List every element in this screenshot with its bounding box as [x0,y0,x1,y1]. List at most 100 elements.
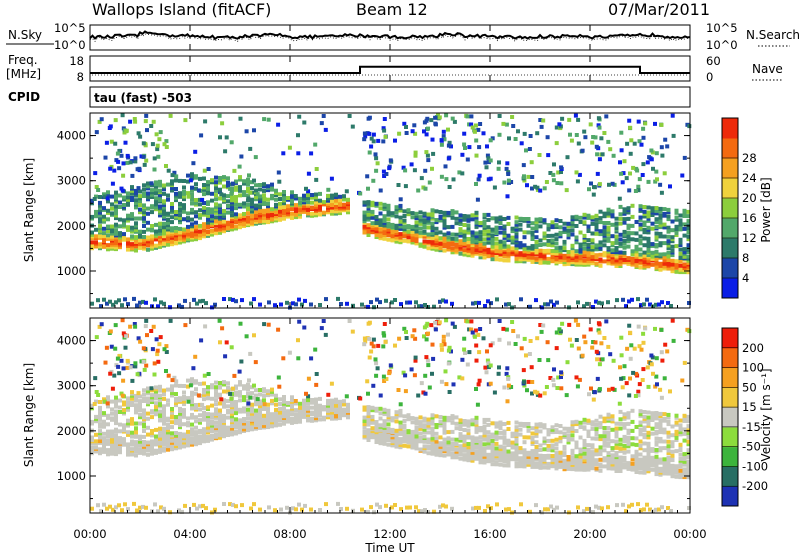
power-cell [168,113,173,118]
power-cell [228,297,232,302]
power-cell [446,237,451,242]
velocity-cell [146,444,150,449]
velocity-cell [182,408,186,413]
power-cell [141,154,146,159]
velocity-cell [178,423,182,427]
velocity-cell [250,411,254,416]
power-cell [462,142,467,147]
velocity-cell [134,432,138,437]
power-cell [222,196,226,200]
velocity-cell [678,472,683,477]
power-cell [166,225,170,230]
power-cell [158,208,162,213]
power-cell [154,189,158,194]
velocity-cell [526,450,531,455]
power-cell [614,216,619,221]
velocity-cell [554,451,559,456]
power-cell [554,255,559,260]
power-cell [386,227,391,232]
velocity-cell [166,439,170,444]
power-cell [390,232,395,237]
velocity-cell [518,421,523,426]
power-cell [250,206,254,211]
power-cell [646,241,651,246]
power-cell [442,137,447,142]
power-cell [538,219,543,224]
velocity-cell [109,344,114,349]
velocity-cell [426,423,431,428]
power-cell [442,238,447,243]
velocity-cell [178,409,182,413]
power-cell [643,121,648,126]
power-cell [535,187,540,192]
velocity-cell [106,415,110,420]
velocity-cell [330,410,334,415]
power-cell [202,201,206,205]
power-cell [638,257,643,262]
power-cell [654,217,659,222]
velocity-cell [242,398,246,403]
power-cell [534,250,539,255]
power-cell [654,208,659,213]
power-cell [682,222,687,227]
power-cell [386,224,391,229]
power-cell [662,211,667,216]
power-cell [582,238,587,243]
power-cell [516,129,520,134]
power-cell [186,224,190,229]
velocity-cell [490,421,495,426]
power-cell [542,252,547,257]
power-cell [106,210,110,215]
power-cell [230,217,234,222]
power-cell [214,210,218,215]
power-cell [254,188,258,193]
power-cell [465,157,470,162]
power-cell [414,229,419,234]
power-cell [666,239,671,244]
velocity-cell [130,401,134,405]
velocity-cell [617,401,622,406]
power-cell [626,230,631,235]
velocity-cell [518,456,523,461]
y-tick-label: 2000 [57,219,86,233]
power-cell [190,227,194,232]
power-cell [374,223,379,228]
power-cell [162,227,166,232]
power-cell [490,253,495,258]
power-cell [495,297,499,302]
power-cell [276,170,281,175]
power-cell [574,217,579,222]
power-cell [534,228,539,233]
velocity-cell [510,451,515,456]
power-cell [410,224,415,229]
velocity-cell [402,414,407,419]
velocity-cell [322,407,326,412]
velocity-cell [110,399,114,404]
velocity-cell [665,349,670,354]
power-cell [638,265,643,270]
velocity-cell [154,434,158,439]
velocity-cell [522,460,527,465]
power-cell [141,299,145,304]
velocity-cell [226,431,230,436]
velocity-cell [469,327,474,332]
velocity-cell [222,419,226,423]
power-cell [258,187,262,192]
velocity-cell [502,440,507,445]
power-cell [554,251,559,256]
noise-right-tick-top: 10^5 [706,21,738,35]
velocity-cell [154,448,158,453]
velocity-cell [382,433,387,438]
power-cell [641,162,646,167]
power-cell [90,232,94,237]
velocity-cell [110,416,114,421]
velocity-cell [482,437,487,442]
velocity-cell [214,402,218,407]
power-cell [485,153,490,158]
power-cell [507,302,511,307]
velocity-cell [202,410,206,415]
velocity-cell [666,444,671,449]
velocity-cell [182,399,186,404]
power-cell [599,136,604,141]
velocity-cell [146,396,150,401]
